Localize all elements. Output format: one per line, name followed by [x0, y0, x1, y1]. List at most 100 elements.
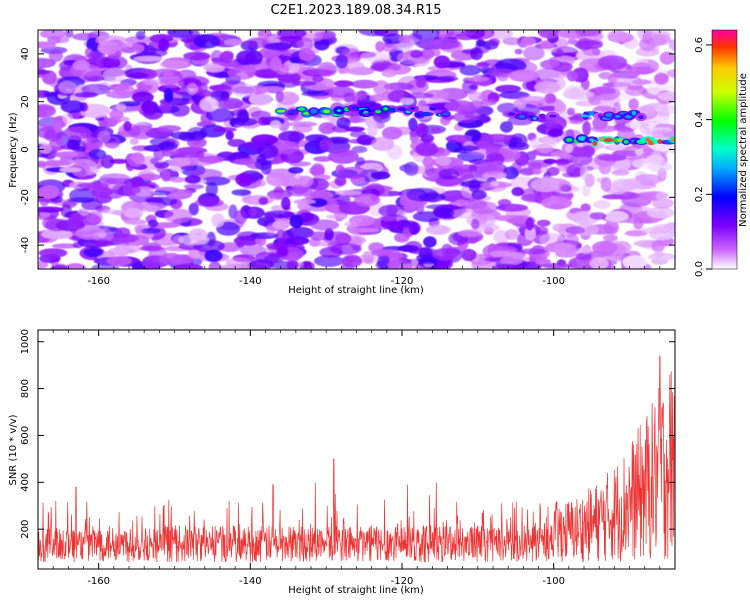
heatmap-cell — [548, 128, 564, 137]
heatmap-cell — [538, 30, 559, 39]
heatmap-cell — [198, 155, 225, 164]
heatmap-cell — [219, 51, 234, 63]
heatmap-cell — [482, 133, 513, 143]
heatmap-cell — [423, 236, 437, 248]
heatmap-cell — [313, 38, 330, 51]
heatmap-cell — [490, 181, 499, 187]
heatmap-cell — [293, 199, 316, 205]
heatmap-cell — [75, 226, 106, 240]
spectral-feature-core — [538, 113, 546, 119]
heatmap-cell — [598, 71, 613, 80]
heatmap-cell — [403, 161, 419, 176]
heatmap-cell — [128, 124, 155, 140]
y-tick-label: 400 — [20, 473, 31, 492]
spectrogram-ticks: -160 -140 -120 -100 -40 -20 0 20 40 — [20, 30, 676, 287]
heatmap-cell — [263, 210, 295, 219]
heatmap-cell — [471, 201, 498, 215]
spectral-feature-core — [566, 137, 573, 142]
colorbar-tick-label: 0.4 — [694, 112, 705, 128]
heatmap-cell — [328, 148, 359, 164]
heatmap-cell — [593, 85, 621, 101]
heatmap-cell — [258, 197, 269, 205]
heatmap-cell — [97, 130, 111, 143]
heatmap-cell — [457, 229, 483, 238]
spectral-feature-core — [421, 111, 431, 117]
heatmap-cell — [298, 48, 315, 62]
heatmap-cell — [432, 248, 458, 261]
heatmap-cell — [646, 161, 673, 172]
heatmap-cell — [631, 79, 652, 85]
heatmap-cell — [641, 227, 671, 234]
heatmap-cell — [369, 94, 386, 102]
heatmap-cell — [289, 57, 301, 64]
heatmap-cell — [111, 182, 141, 196]
heatmap-cell — [167, 30, 193, 38]
heatmap-cell — [64, 30, 74, 38]
heatmap-cell — [335, 54, 349, 69]
heatmap-cell — [100, 154, 115, 169]
heatmap-cell — [566, 70, 578, 82]
heatmap-cell — [488, 37, 500, 46]
heatmap-cell — [538, 105, 559, 112]
heatmap-cell — [534, 81, 561, 94]
heatmap-cell — [575, 30, 603, 37]
x-tick-label: -120 — [391, 276, 414, 287]
heatmap-cell — [191, 94, 202, 102]
heatmap-cell — [406, 187, 439, 202]
heatmap-cell — [344, 221, 359, 228]
heatmap-cell — [496, 203, 528, 212]
heatmap-cell — [165, 189, 193, 200]
heatmap-cell — [276, 30, 307, 39]
heatmap-cell — [38, 248, 68, 258]
heatmap-cell — [476, 62, 490, 68]
heatmap-cell — [604, 211, 629, 222]
colorbar-frame — [711, 29, 738, 270]
snr-ticks: -160 -140 -120 -100 200 400 600 800 1000 — [20, 329, 676, 587]
spectral-feature-core — [441, 112, 450, 116]
heatmap-cell — [546, 166, 560, 176]
heatmap-cell — [304, 190, 334, 201]
heatmap-cell — [38, 90, 44, 98]
heatmap-cell — [398, 34, 412, 44]
heatmap-cell — [177, 234, 210, 245]
heatmap-cell — [564, 144, 574, 153]
heatmap-cell — [518, 248, 548, 255]
heatmap-cell — [159, 99, 172, 114]
heatmap-cell — [95, 35, 127, 46]
heatmap-cell — [476, 39, 486, 47]
heatmap-cell — [183, 51, 211, 61]
heatmap-cell — [180, 165, 198, 171]
spectrogram-ylabel: Frequency (Hz) — [8, 112, 19, 188]
heatmap-cell — [259, 86, 285, 93]
heatmap-cell — [335, 233, 352, 245]
heatmap-cell — [333, 80, 354, 87]
snr-series-line — [38, 332, 675, 563]
x-tick-label: -140 — [239, 576, 262, 587]
heatmap-cell — [624, 85, 647, 96]
heatmap-cell — [544, 93, 557, 104]
heatmap-cell — [600, 177, 612, 192]
spectral-feature-core — [519, 114, 525, 119]
heatmap-cell — [565, 226, 586, 235]
heatmap-cell — [38, 261, 49, 269]
heatmap-cell — [555, 48, 564, 58]
heatmap-cell — [349, 130, 367, 138]
heatmap-cell — [622, 255, 648, 269]
heatmap-cell — [341, 254, 363, 268]
heatmap-cell — [99, 173, 131, 183]
heatmap-cell — [653, 115, 675, 122]
y-tick-label: 1000 — [20, 329, 31, 354]
heatmap-cell — [568, 146, 592, 158]
spectral-feature-core — [507, 112, 516, 116]
heatmap-cell — [318, 122, 336, 135]
heatmap-cell — [164, 208, 193, 224]
heatmap-cell — [300, 261, 312, 269]
heatmap-cell — [629, 119, 641, 130]
heatmap-cell — [269, 192, 287, 201]
heatmap-cell — [371, 136, 395, 151]
y-tick-label: 800 — [20, 379, 31, 398]
spectral-feature-core — [368, 113, 374, 116]
heatmap-cell — [358, 30, 389, 37]
heatmap-cell — [275, 229, 287, 244]
